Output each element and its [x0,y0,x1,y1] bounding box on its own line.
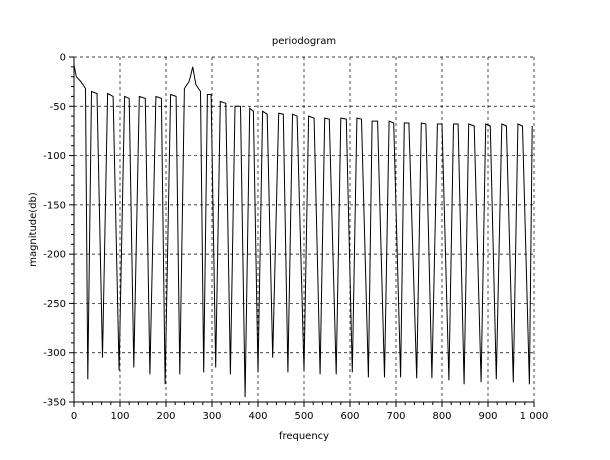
y-tick-label: -250 [43,299,66,310]
x-tick-label: 100 [110,411,129,422]
y-tick-label: 0 [60,53,66,64]
x-tick-label: 200 [156,411,175,422]
chart-title: periodogram [272,36,336,47]
y-tick-label: -100 [43,151,66,162]
y-tick-label: -200 [43,250,66,261]
x-tick-label: 900 [478,411,497,422]
series-line [73,64,533,398]
y-tick-label: -150 [43,200,66,211]
x-tick-label: 700 [386,411,405,422]
x-tick-label: 0 [71,411,77,422]
x-tick-label: 300 [202,411,221,422]
y-tick-label: -300 [43,348,66,359]
y-axis-label: magnitude(db) [28,192,39,267]
x-tick-label: 600 [340,411,359,422]
y-tick-label: -350 [43,398,66,409]
x-tick-label: 400 [248,411,267,422]
x-tick-label: 1 000 [520,411,549,422]
x-axis-label: frequency [279,431,329,442]
x-tick-label: 800 [432,411,451,422]
y-tick-label: -50 [50,102,66,113]
axes: 0 100 200 300 400 500 600 700 800 900 1 000 -350 -30… [43,53,548,423]
series-layer [73,64,533,398]
x-tick-label: 500 [294,411,313,422]
